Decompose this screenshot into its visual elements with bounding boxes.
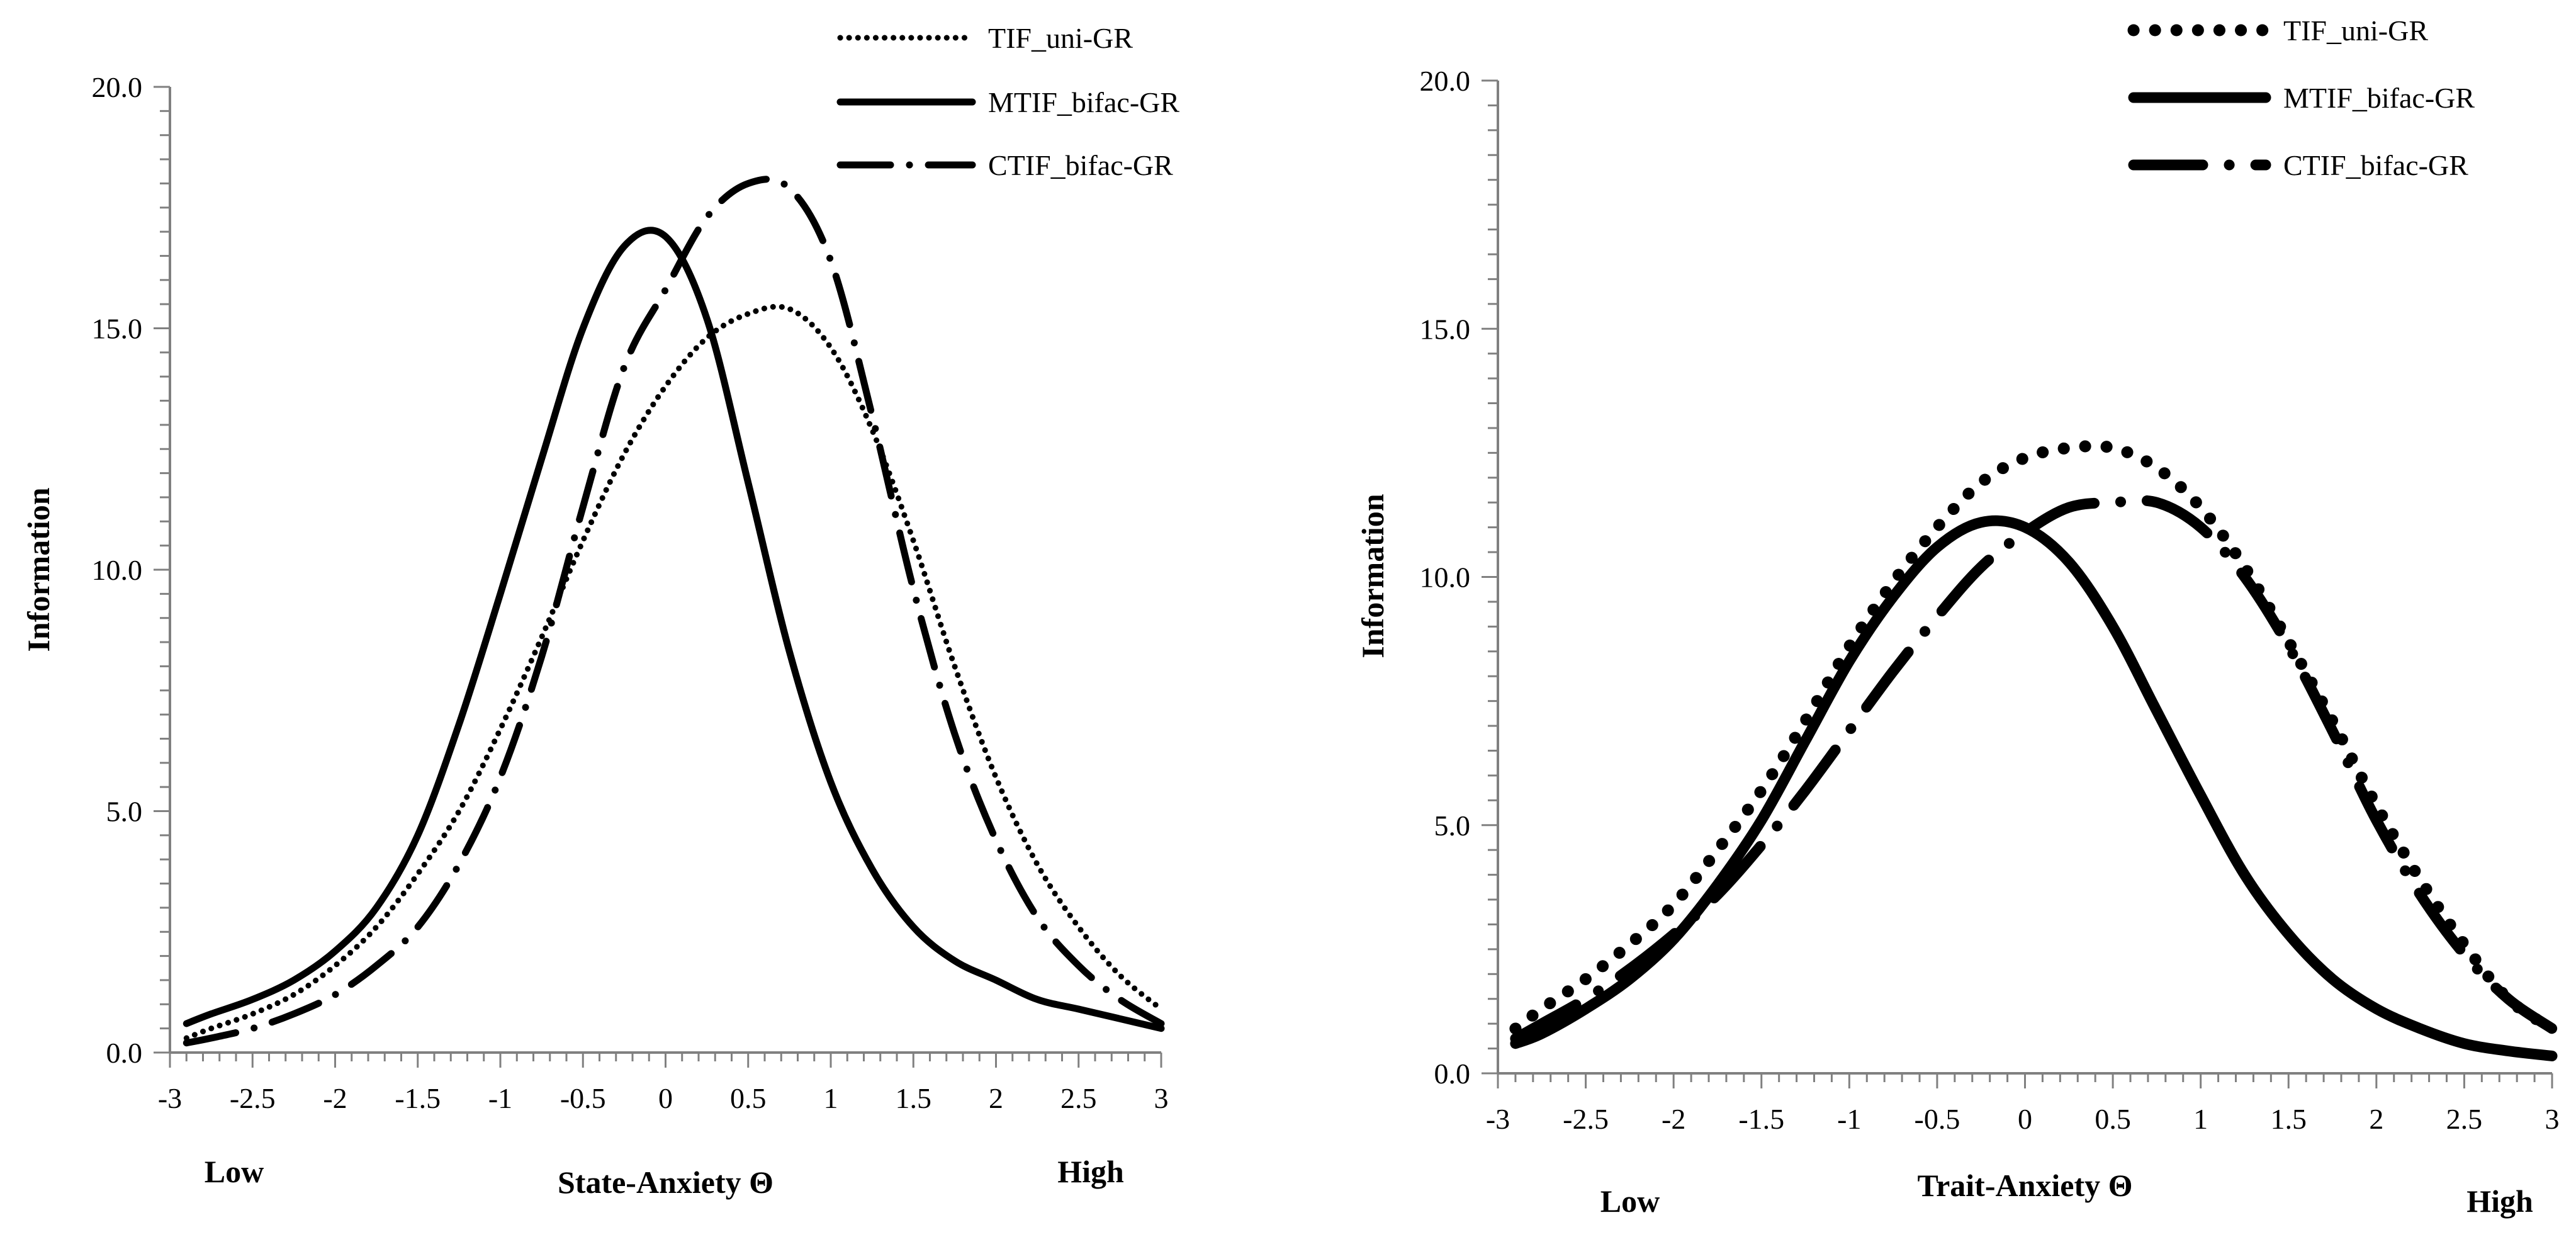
x-tick-label: 3 bbox=[1154, 1082, 1169, 1114]
x-tick-label: -3 bbox=[1486, 1103, 1510, 1135]
series-line-ctif-bifac-gr bbox=[183, 176, 1165, 1047]
series-line-tif-uni-gr bbox=[1509, 439, 2558, 1035]
x-high-label: High bbox=[2466, 1183, 2533, 1219]
series-line-mtif-bifac-gr bbox=[183, 227, 1165, 1032]
x-tick-label: 1.5 bbox=[896, 1082, 932, 1114]
series-line-ctif-bifac-gr bbox=[1510, 495, 2558, 1044]
x-tick-label: 2.5 bbox=[2446, 1103, 2483, 1135]
x-tick-label: -1.5 bbox=[1738, 1103, 1784, 1135]
y-tick-label: 15.0 bbox=[92, 313, 143, 345]
legend-label: TIF_uni-GR bbox=[2283, 14, 2428, 47]
x-tick-label: -1.5 bbox=[395, 1082, 441, 1114]
y-tick-label: 0.0 bbox=[106, 1037, 143, 1069]
legend-label: CTIF_bifac-GR bbox=[988, 149, 1173, 181]
y-axis-title: Information bbox=[21, 487, 56, 652]
left-chart-panel: 0.0 5.0 10.0 15.0 20.0 -3 -2.5 -2 -1.5 -1 -0.5 0 0.5… bbox=[21, 22, 1179, 1200]
y-tick-label: 5.0 bbox=[106, 796, 143, 828]
x-tick-label: -0.5 bbox=[1915, 1103, 1960, 1135]
x-tick-label: 1.5 bbox=[2271, 1103, 2307, 1135]
x-axis-title: Trait-Anxiety Θ bbox=[1917, 1168, 2132, 1203]
y-tick-label: 5.0 bbox=[1434, 810, 1471, 842]
y-tick-label: 0.0 bbox=[1434, 1058, 1471, 1090]
y-tick-label: 10.0 bbox=[1420, 562, 1471, 594]
legend-label: TIF_uni-GR bbox=[988, 22, 1133, 54]
y-tick-label: 20.0 bbox=[92, 71, 143, 103]
series-line-tif-uni-gr bbox=[183, 303, 1164, 1041]
legend-label: MTIF_bifac-GR bbox=[988, 86, 1179, 118]
x-tick-label: 2 bbox=[2369, 1103, 2383, 1135]
x-high-label: High bbox=[1057, 1154, 1124, 1189]
y-tick-label: 20.0 bbox=[1420, 65, 1471, 97]
y-tick-label: 15.0 bbox=[1420, 313, 1471, 345]
y-tick-label: 10.0 bbox=[92, 554, 143, 586]
x-tick-label: 0.5 bbox=[730, 1082, 767, 1114]
legend-label: CTIF_bifac-GR bbox=[2283, 149, 2468, 181]
x-tick-label: -2.5 bbox=[1563, 1103, 1609, 1135]
x-tick-label: -1 bbox=[1837, 1103, 1861, 1135]
x-tick-label: 0 bbox=[2018, 1103, 2032, 1135]
x-low-label: Low bbox=[205, 1154, 264, 1189]
x-tick-label: -0.5 bbox=[560, 1082, 606, 1114]
x-tick-label: 3 bbox=[2545, 1103, 2560, 1135]
x-tick-label: -1 bbox=[488, 1082, 512, 1114]
x-tick-label: -2.5 bbox=[230, 1082, 276, 1114]
x-tick-label: -3 bbox=[158, 1082, 182, 1114]
x-low-label: Low bbox=[1600, 1183, 1660, 1219]
y-axis-title: Information bbox=[1355, 494, 1390, 658]
x-tick-label: -2 bbox=[323, 1082, 347, 1114]
right-chart-panel: 0.0 5.0 10.0 15.0 20.0 -3 -2.5 -2 -1.5 -1 -0.5 0 0.5… bbox=[1355, 14, 2560, 1219]
legend-label: MTIF_bifac-GR bbox=[2283, 82, 2475, 114]
x-tick-label: -2 bbox=[1662, 1103, 1685, 1135]
x-tick-label: 1 bbox=[2193, 1103, 2208, 1135]
x-tick-label: 0 bbox=[658, 1082, 673, 1114]
x-tick-label: 2 bbox=[989, 1082, 1003, 1114]
x-tick-label: 0.5 bbox=[2095, 1103, 2131, 1135]
x-axis-title: State-Anxiety Θ bbox=[558, 1165, 773, 1200]
x-tick-label: 1 bbox=[824, 1082, 838, 1114]
x-tick-label: 2.5 bbox=[1060, 1082, 1097, 1114]
